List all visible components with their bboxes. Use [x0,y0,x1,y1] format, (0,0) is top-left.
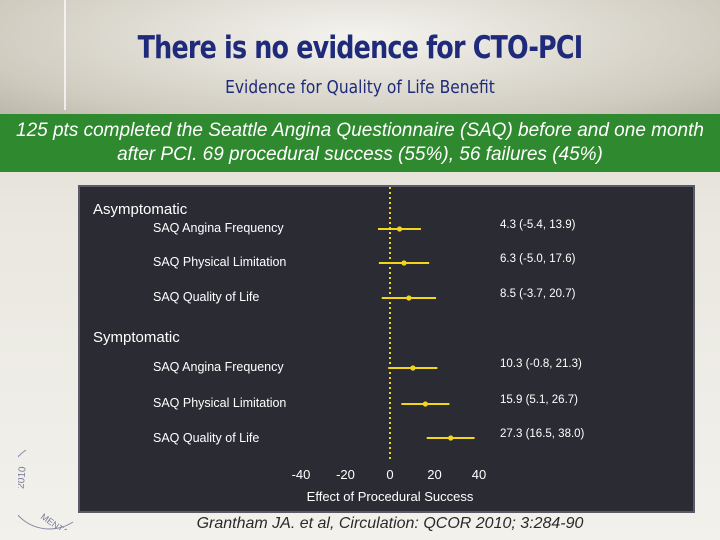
point-estimate [401,260,407,266]
estimate-label: 6.3 (-5.0, 17.6) [500,253,576,265]
point-estimate [406,295,412,301]
decorative-divider [64,0,66,110]
forest-plot: Asymptomatic SAQ Angina Frequency 4.3 (-5.… [93,187,585,504]
forest-plot-panel: Asymptomatic SAQ Angina Frequency 4.3 (-5.… [78,185,695,513]
header-background [0,0,720,120]
point-estimate [396,226,403,232]
row-label: SAQ Physical Limitation [153,396,286,410]
citation: Grantham JA. et al, Circulation: QCOR 20… [196,515,584,532]
estimate-label: 27.3 (16.5, 38.0) [500,428,585,440]
group-label-symptomatic: Symptomatic [93,329,180,346]
estimate-label: 15.9 (5.1, 26.7) [500,394,578,406]
row-label: SAQ Angina Frequency [153,221,284,235]
x-axis-label: Effect of Procedural Success [307,489,474,504]
row-label: SAQ Quality of Life [153,290,259,304]
x-tick-label: 0 [386,467,393,482]
slide-title: There is no evidence for CTO-PCI [137,30,583,66]
row-label: SAQ Angina Frequency [153,360,284,374]
x-tick-label: 40 [472,467,486,482]
group-label-asymptomatic: Asymptomatic [93,201,188,218]
point-estimate [448,435,454,441]
x-tick-label: 20 [427,467,441,482]
point-estimate [410,365,416,371]
estimate-label: 4.3 (-5.4, 13.9) [500,219,576,231]
x-tick-label: -20 [336,467,355,482]
x-tick-label: -40 [292,467,311,482]
svg-text:2010: 2010 [18,466,29,490]
study-banner: 125 pts completed the Seattle Angina Que… [0,114,720,172]
row-label: SAQ Quality of Life [153,431,259,445]
estimate-label: 10.3 (-0.8, 21.3) [500,358,582,370]
row-label: SAQ Physical Limitation [153,255,286,269]
slide-subtitle: Evidence for Quality of Life Benefit [225,77,495,98]
estimate-label: 8.5 (-3.7, 20.7) [500,288,576,300]
point-estimate [422,401,428,407]
